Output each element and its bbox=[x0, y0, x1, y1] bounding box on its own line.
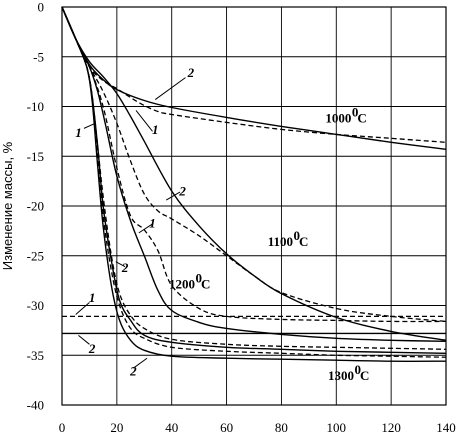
curve-number-label: 2 bbox=[178, 184, 186, 199]
x-tick-label: 0 bbox=[59, 420, 66, 435]
series-line-6-dashed bbox=[61, 6, 447, 323]
curve-label-leader bbox=[115, 261, 126, 268]
grid bbox=[62, 7, 446, 405]
curve-number-label: 1 bbox=[152, 122, 159, 137]
curve-label-leader bbox=[165, 191, 181, 201]
y-tick-label: -15 bbox=[27, 149, 44, 164]
temperature-label: 1000 0 C bbox=[325, 104, 366, 125]
curve-number-label: 2 bbox=[129, 364, 137, 379]
temperature-label: 1200 0 C bbox=[169, 271, 210, 292]
curve-label-leader bbox=[154, 77, 186, 100]
series-line-10-dashed bbox=[61, 6, 447, 358]
series-line-4-dashed bbox=[61, 6, 447, 323]
y-tick-labels: 0 -5 -10 -15 -20 -25 -30 -35 -40 bbox=[27, 0, 44, 413]
curve-label-leader bbox=[75, 302, 90, 315]
curve-number-label: 1 bbox=[149, 215, 156, 230]
temperature-label: 1100 0 C bbox=[268, 228, 309, 249]
x-tick-label: 140 bbox=[436, 420, 456, 435]
curve-number-label: 1 bbox=[89, 290, 96, 305]
x-tick-label: 100 bbox=[327, 420, 347, 435]
temperature-label: 1300 0 C bbox=[328, 362, 369, 383]
curve-label-leader bbox=[133, 357, 148, 369]
x-tick-label: 40 bbox=[165, 420, 178, 435]
x-tick-label: 60 bbox=[220, 420, 233, 435]
series-line-8-dashed bbox=[61, 6, 447, 350]
curve-number-label: 2 bbox=[121, 260, 129, 275]
temperature-unit: C bbox=[299, 234, 308, 249]
x-tick-label: 80 bbox=[275, 420, 288, 435]
degree-mark: 0 bbox=[294, 228, 301, 243]
degree-mark: 0 bbox=[352, 104, 359, 119]
curve-number-label: 1 bbox=[75, 125, 82, 140]
temperature-value: 1300 bbox=[328, 368, 354, 383]
x-tick-label: 120 bbox=[381, 420, 401, 435]
temperature-value: 1200 bbox=[169, 277, 195, 292]
y-tick-label: -40 bbox=[27, 398, 44, 413]
y-tick-label: -35 bbox=[27, 348, 44, 363]
y-tick-label: 0 bbox=[38, 0, 45, 15]
y-tick-label: -25 bbox=[27, 248, 44, 263]
series-group bbox=[61, 6, 447, 362]
temperature-value: 1100 bbox=[268, 234, 293, 249]
y-tick-label: -30 bbox=[27, 298, 44, 313]
y-tick-label: -5 bbox=[33, 49, 44, 64]
temperature-unit: C bbox=[360, 368, 369, 383]
curve-number-label: 2 bbox=[187, 65, 195, 80]
x-tick-labels: 0 20 40 60 80 100 120 140 bbox=[59, 420, 456, 435]
temperature-value: 1000 bbox=[325, 110, 351, 125]
degree-mark: 0 bbox=[355, 362, 362, 377]
temperature-unit: C bbox=[201, 277, 210, 292]
y-axis-label: Изменение массы, % bbox=[0, 141, 15, 270]
curve-label-leader bbox=[138, 223, 153, 234]
y-tick-label: -10 bbox=[27, 99, 44, 114]
curve-label-leader bbox=[78, 334, 90, 345]
series-line-5-solid bbox=[61, 6, 447, 342]
temperature-unit: C bbox=[357, 110, 366, 125]
curve-label-leader bbox=[83, 122, 96, 129]
y-tick-label: -20 bbox=[27, 199, 44, 214]
curve-label-leader bbox=[135, 110, 153, 132]
x-tick-label: 20 bbox=[110, 420, 123, 435]
degree-mark: 0 bbox=[195, 271, 202, 286]
curve-number-label: 2 bbox=[88, 341, 96, 356]
series-line-3-solid bbox=[61, 6, 447, 341]
